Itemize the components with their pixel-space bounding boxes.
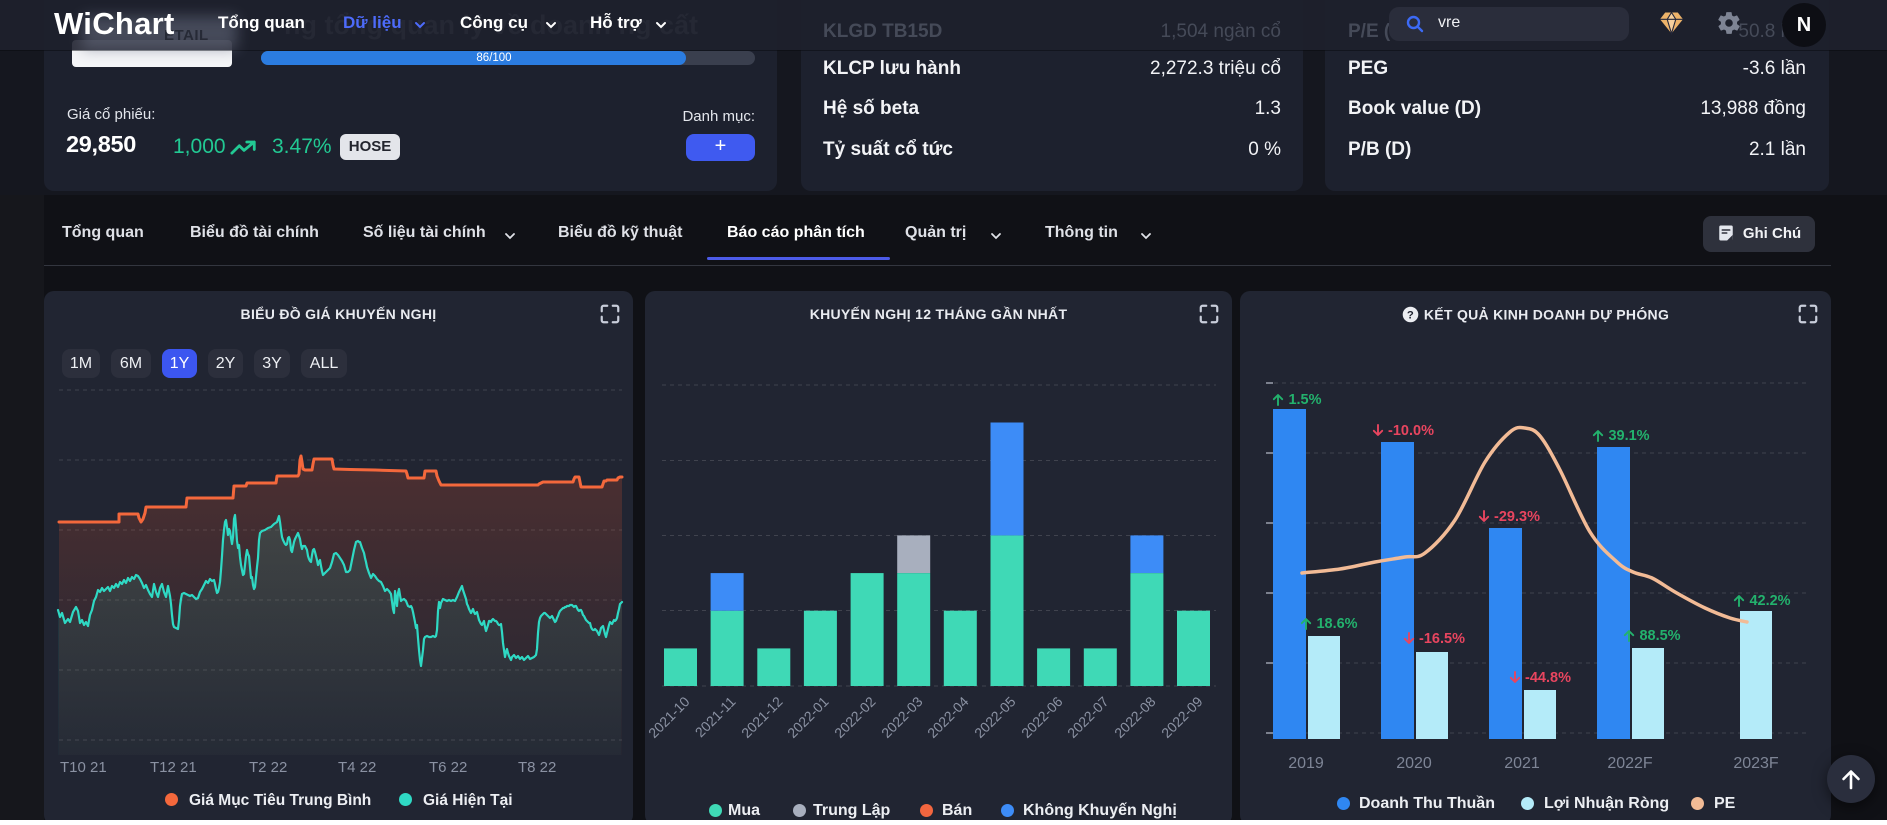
svg-text:?: ? [1407,309,1414,321]
